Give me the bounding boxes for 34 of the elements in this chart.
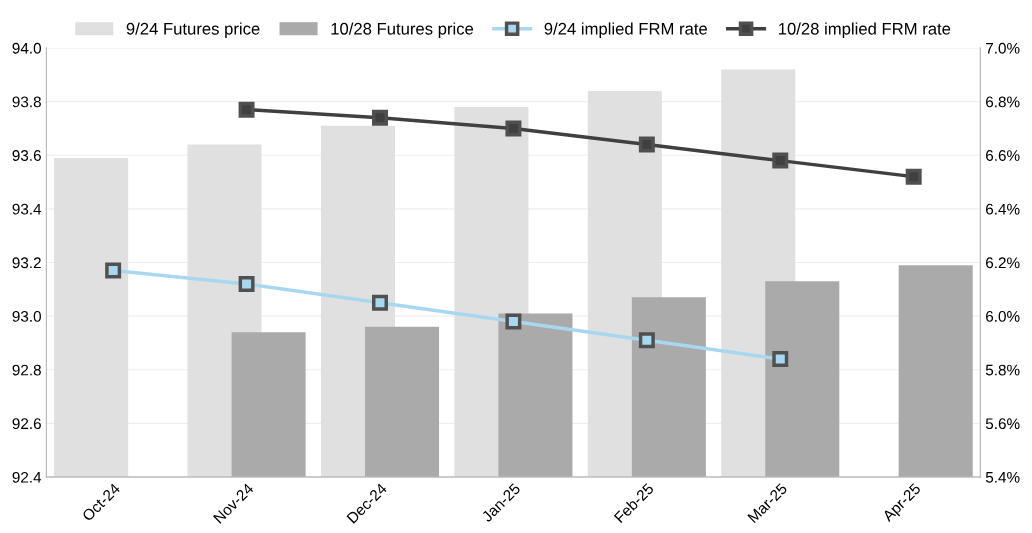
point bbox=[238, 101, 255, 118]
y-tick-label: 93.0 bbox=[12, 311, 41, 322]
point bbox=[772, 152, 789, 169]
point bbox=[372, 294, 388, 311]
legend-label: 10/28 Futures price bbox=[331, 22, 474, 38]
y2-tick-label: 5.8% bbox=[985, 364, 1020, 376]
point bbox=[372, 109, 388, 126]
y2-tick-label: 6.8% bbox=[986, 96, 1020, 108]
y2-tick-label: 6.6% bbox=[986, 150, 1020, 161]
y2-tick-label: 5.4% bbox=[985, 471, 1020, 483]
y2-tick-label: 6.0% bbox=[986, 311, 1020, 322]
y-tick-label: 92.8 bbox=[12, 364, 41, 376]
y-tick-label: 94.0 bbox=[12, 42, 41, 54]
y-tick-label: 93.8 bbox=[12, 96, 41, 108]
point bbox=[772, 351, 789, 368]
y2-tick-label: 5.6% bbox=[985, 418, 1020, 430]
y-tick-label: 93.2 bbox=[12, 257, 41, 269]
y-tick-label: 93.4 bbox=[12, 203, 42, 215]
point bbox=[238, 275, 255, 292]
y-tick-label: 93.6 bbox=[12, 150, 41, 161]
point bbox=[505, 313, 522, 330]
point bbox=[505, 120, 522, 137]
point bbox=[905, 168, 922, 185]
legend-label: 9/24 implied FRM rate bbox=[544, 22, 708, 38]
y-tick-label: 92.4 bbox=[12, 471, 42, 483]
y-tick-label: 92.6 bbox=[12, 418, 41, 430]
y2-tick-label: 6.2% bbox=[986, 257, 1020, 269]
point bbox=[105, 262, 122, 279]
point bbox=[638, 332, 655, 349]
legend-label: 10/28 implied FRM rate bbox=[779, 22, 951, 38]
legend-label: 9/24 Futures price bbox=[126, 22, 260, 38]
y2-tick-label: 7.0% bbox=[986, 42, 1020, 54]
y2-tick-label: 6.4% bbox=[986, 203, 1020, 215]
point bbox=[638, 136, 655, 153]
